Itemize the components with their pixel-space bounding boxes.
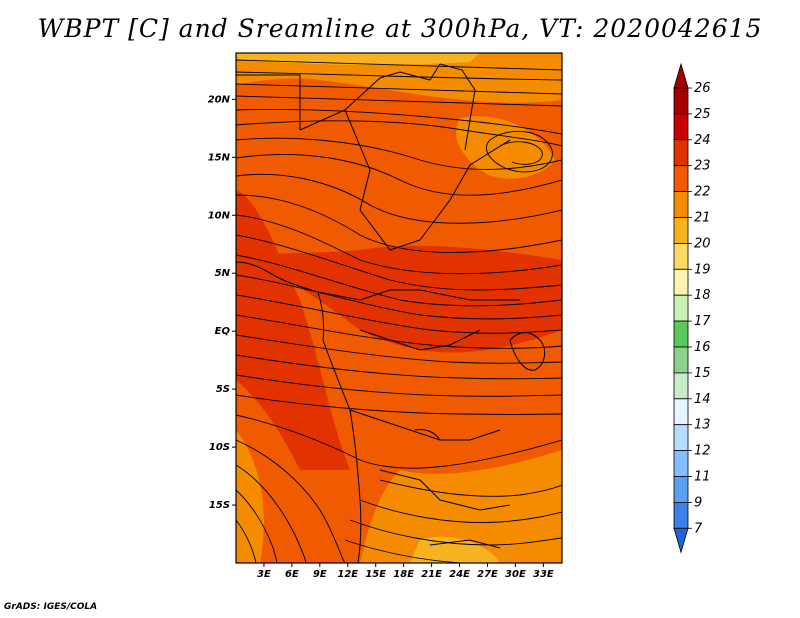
colorbar-label: 26 [694,81,711,96]
footer-credit: GrADS: IGES/COLA [4,602,98,612]
lat-tick-label: 15S [209,500,230,511]
lat-tick-label: EQ [215,326,231,337]
lon-tick-label: 21E [421,569,442,580]
colorbar-swatch [673,113,689,141]
lon-tick-label: 6E [285,569,299,580]
colorbar-label: 24 [694,133,711,148]
lat-tick-label: 5S [216,384,230,395]
colorbar-label: 21 [694,211,711,226]
colorbar-swatch [673,139,689,167]
lon-tick-label: 9E [313,569,327,580]
colorbar-label: 19 [694,262,711,277]
colorbar-label: 11 [694,470,711,485]
colorbar-top-arrow [673,62,689,89]
streamlines [236,59,562,563]
colorbar-label: 15 [694,366,711,381]
lon-tick-label: 27E [477,569,498,580]
latitude-axis: 20N 15N 10N 5N EQ 5S 10S 15S [208,94,236,511]
lon-tick-label: 30E [505,569,526,580]
longitude-axis: 3E 6E 9E 12E 15E 18E 21E 24E 27E 30E 33E [257,563,554,580]
colorbar-swatch [673,372,689,400]
colorbar-label: 14 [694,392,711,407]
colorbar-swatch [673,501,689,529]
colorbar-label: 12 [694,444,711,459]
map-frame [235,52,563,564]
colorbar-swatch [673,268,689,296]
colorbar-label: 25 [694,107,711,122]
lon-tick-label: 18E [393,569,414,580]
lon-tick-label: 15E [365,569,386,580]
lat-tick-label: 5N [215,268,231,279]
colorbar-label: 7 [694,521,703,536]
colorbar-label: 20 [694,236,711,251]
colorbar-swatch [673,217,689,244]
lon-tick-label: 33E [533,569,554,580]
colorbar-swatch [673,242,689,270]
colorbar-label: 16 [694,340,711,355]
lat-tick-label: 15N [208,152,231,163]
colorbar-label: 23 [694,159,711,174]
colorbar-bottom-arrow [673,527,689,554]
colorbar-swatch [673,165,689,192]
colorbar-label: 22 [694,185,711,200]
lat-tick-label: 10N [208,210,231,221]
colorbar-swatch [673,294,689,322]
lat-tick-label: 20N [208,94,231,105]
country-borders [236,63,546,563]
colorbar-swatch [673,476,689,503]
colorbar-swatch [673,424,689,452]
colorbar-swatch [673,191,689,218]
plot-title: WBPT [C] and Sreamline at 300hPa, VT: 20… [37,14,763,43]
colorbar-swatch [673,87,689,115]
colorbar-label: 9 [694,495,702,510]
colorbar-swatch [673,320,689,348]
colorbar-swatch [673,398,689,426]
colorbar-swatch [673,450,689,477]
lon-tick-label: 3E [257,569,271,580]
lon-tick-label: 12E [337,569,358,580]
colorbar-label: 13 [694,418,711,433]
wbpt-field [236,53,562,563]
lon-tick-label: 24E [449,569,470,580]
colorbar: 26 25 24 23 22 21 20 19 18 17 16 15 14 13 12 11 9 7 [673,62,711,554]
colorbar-label: 18 [694,288,711,303]
lat-tick-label: 10S [209,442,230,453]
colorbar-label: 17 [694,314,711,329]
colorbar-swatch [673,346,689,374]
